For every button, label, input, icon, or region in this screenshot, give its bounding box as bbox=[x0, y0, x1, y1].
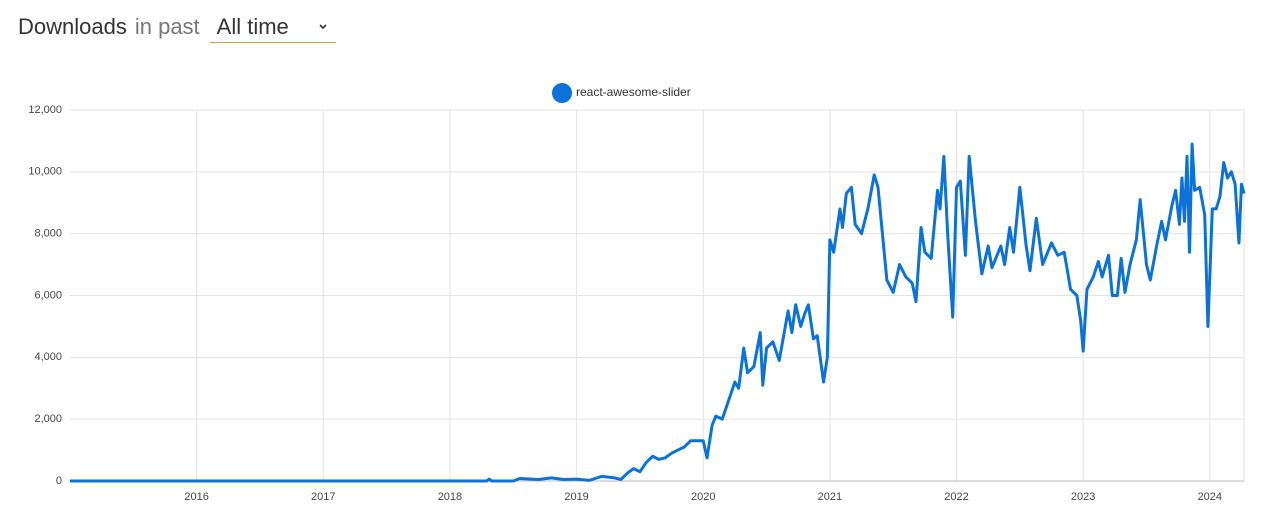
header-title: Downloads bbox=[18, 14, 127, 39]
header-subtitle: in past bbox=[134, 14, 200, 39]
x-tick-label: 2022 bbox=[944, 491, 968, 503]
legend-marker bbox=[552, 83, 572, 103]
x-tick-label: 2024 bbox=[1198, 491, 1222, 503]
line bbox=[70, 142, 1246, 483]
y-tick-label: 0 bbox=[56, 475, 62, 487]
x-tick-label: 2019 bbox=[564, 491, 588, 503]
header: Downloads in past All time bbox=[18, 10, 336, 44]
range-select[interactable]: All time bbox=[209, 11, 336, 43]
x-tick-label: 2020 bbox=[691, 491, 715, 503]
x-tick-label: 2016 bbox=[184, 491, 208, 503]
x-tick-label: 2018 bbox=[438, 491, 462, 503]
y-tick-label: 2,000 bbox=[34, 413, 62, 425]
x-tick-label: 2023 bbox=[1071, 491, 1095, 503]
y-tick-label: 4,000 bbox=[34, 351, 62, 363]
y-tick-label: 10,000 bbox=[28, 166, 62, 178]
x-tick-label: 2021 bbox=[818, 491, 842, 503]
legend-label: react-awesome-slider bbox=[576, 85, 691, 99]
range-value: All time bbox=[216, 13, 289, 39]
chevron bbox=[319, 23, 327, 29]
y-tick-label: 6,000 bbox=[34, 289, 62, 301]
x-tick-label: 2017 bbox=[311, 491, 335, 503]
y-tick-label: 12,000 bbox=[28, 104, 62, 116]
y-tick-label: 8,000 bbox=[34, 228, 62, 240]
